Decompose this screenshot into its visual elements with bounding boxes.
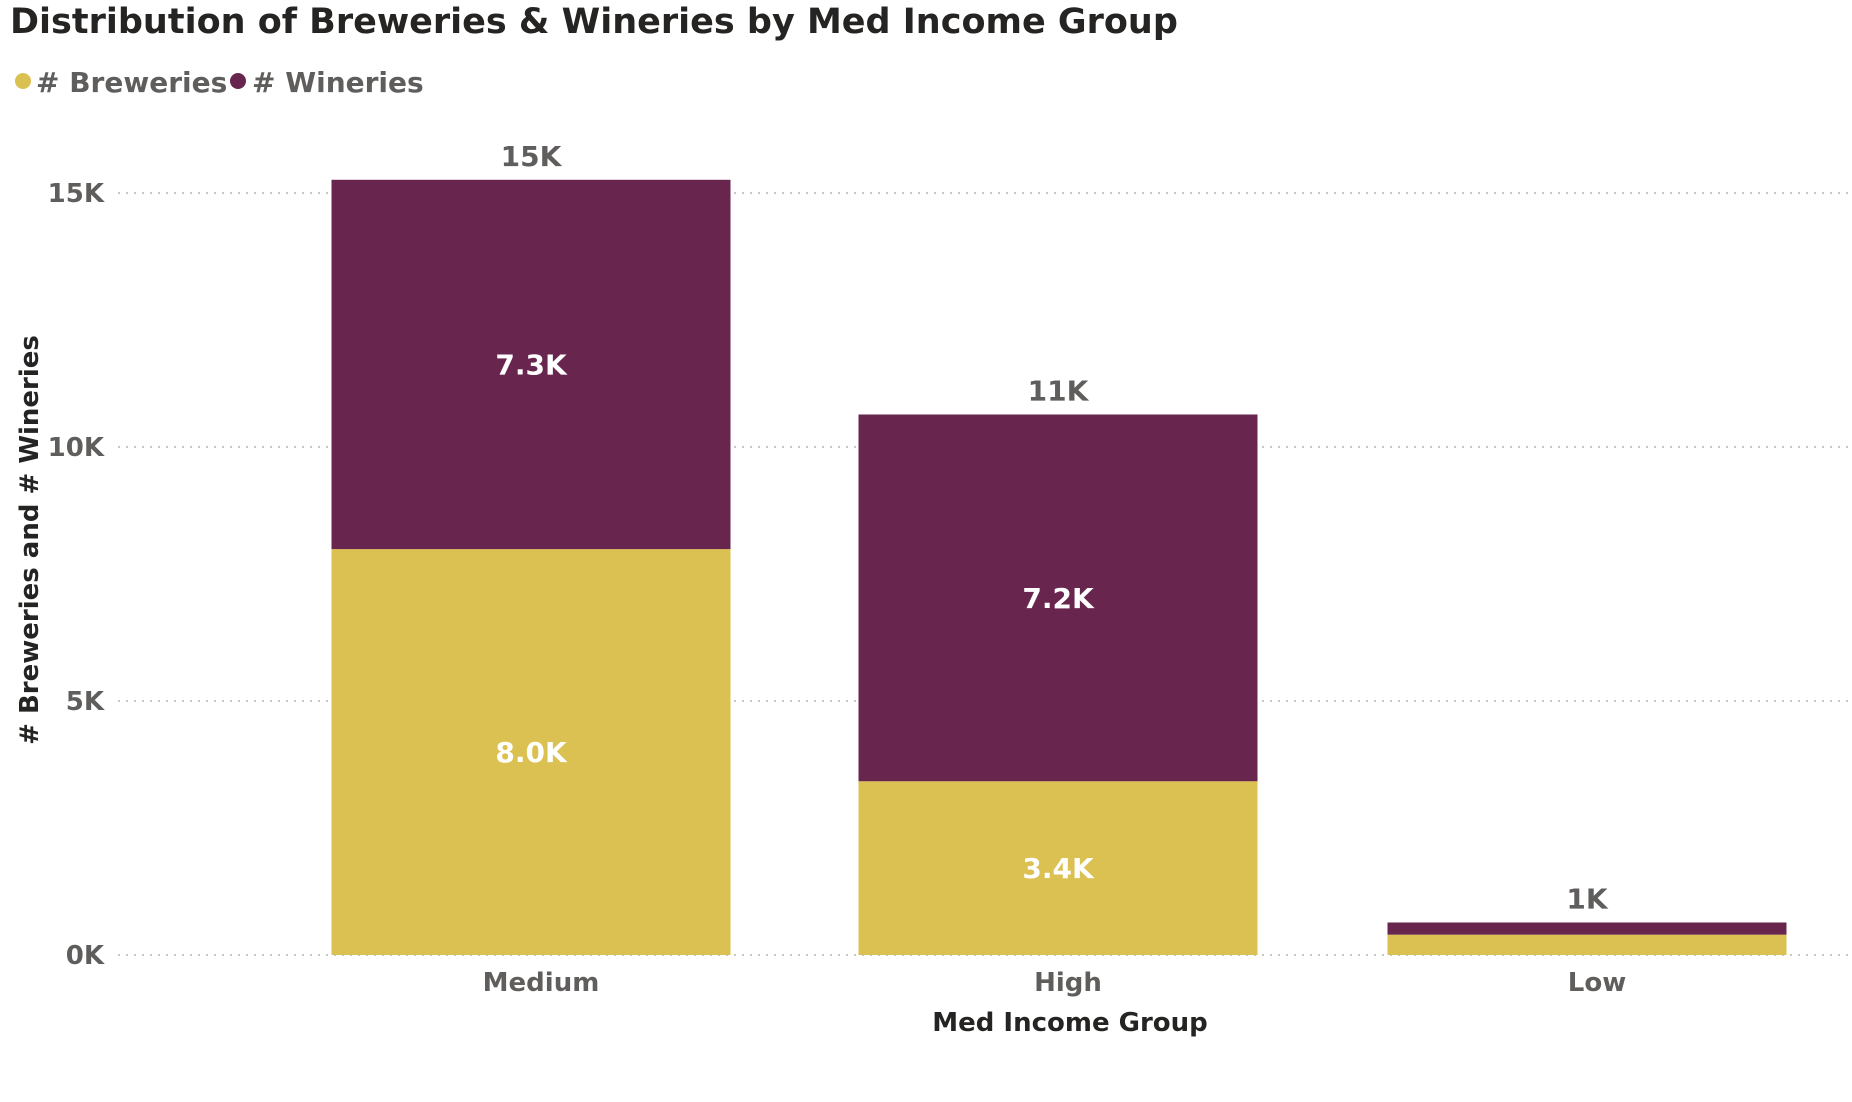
y-tick-label: 5K <box>66 687 105 717</box>
bars <box>331 179 1787 955</box>
legend-label-breweries: # Breweries <box>36 66 227 99</box>
chart-title: Distribution of Breweries & Wineries by … <box>10 2 1178 42</box>
x-tick-label: High <box>1034 968 1102 998</box>
y-tick-label: 10K <box>48 433 105 463</box>
segment-value-label: 7.2K <box>1022 582 1095 615</box>
bar-segment-wineries-high[interactable] <box>858 414 1258 782</box>
bar-segment-breweries-medium[interactable] <box>331 549 731 955</box>
x-tick-label: Low <box>1568 968 1626 998</box>
y-tick-label: 0K <box>66 941 105 971</box>
bar-segment-wineries-medium[interactable] <box>331 179 731 550</box>
segment-value-label: 3.4K <box>1022 852 1095 885</box>
legend: # Breweries # Wineries <box>15 66 424 99</box>
total-value-label: 1K <box>1566 882 1608 915</box>
segment-value-label: 7.3K <box>495 348 568 381</box>
data-labels: 8.0K 7.3K 15K 3.4K 7.2K 11K 1K <box>495 140 1609 916</box>
bar-segment-breweries-high[interactable] <box>858 781 1258 955</box>
legend-item-breweries[interactable]: # Breweries <box>15 66 227 99</box>
x-axis-title: Med Income Group <box>932 1008 1208 1038</box>
legend-item-wineries[interactable]: # Wineries <box>230 66 424 99</box>
y-axis-ticks: 0K 5K 10K 15K <box>48 179 105 971</box>
bar-segment-breweries-low[interactable] <box>1387 934 1787 955</box>
segment-value-label: 8.0K <box>495 736 568 769</box>
total-value-label: 15K <box>501 140 563 173</box>
y-tick-label: 15K <box>48 179 105 209</box>
x-tick-label: Medium <box>483 968 600 998</box>
y-axis-title: # Breweries and # Wineries <box>15 335 45 745</box>
total-value-label: 11K <box>1028 374 1090 407</box>
bar-segment-wineries-low[interactable] <box>1387 922 1787 935</box>
legend-marker-wineries <box>230 73 246 89</box>
legend-marker-breweries <box>15 73 31 89</box>
x-axis-ticks: Medium High Low <box>483 968 1627 998</box>
legend-label-wineries: # Wineries <box>252 66 424 99</box>
